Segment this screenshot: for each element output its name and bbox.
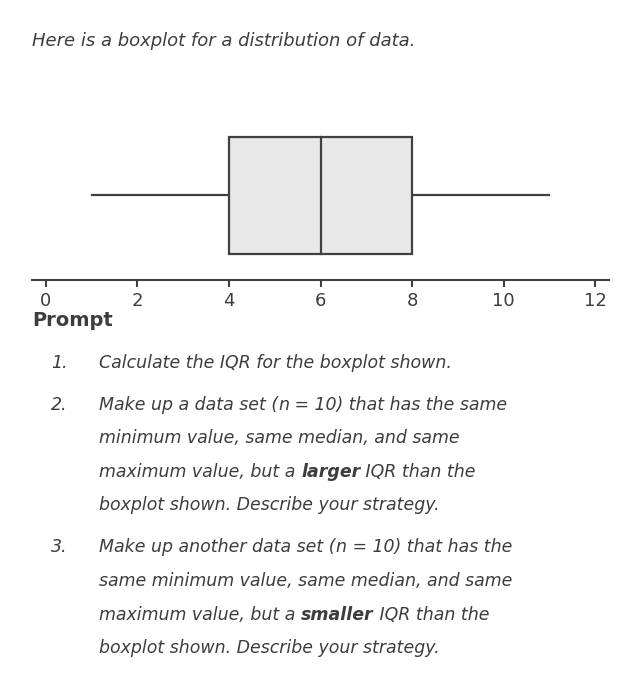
Text: larger: larger: [301, 463, 360, 481]
Text: Calculate the IQR for the boxplot shown.: Calculate the IQR for the boxplot shown.: [99, 354, 453, 372]
Text: 3.: 3.: [51, 538, 68, 557]
Text: IQR than the: IQR than the: [374, 606, 489, 624]
Text: smaller: smaller: [301, 606, 374, 624]
Text: same minimum value, same median, and same: same minimum value, same median, and sam…: [99, 572, 513, 590]
Text: Make up a data set (: Make up a data set (: [99, 395, 278, 414]
Text: Make up another data set (: Make up another data set (: [99, 538, 336, 557]
Text: 1.: 1.: [51, 354, 68, 372]
Text: minimum value, same median, and same: minimum value, same median, and same: [99, 429, 460, 447]
Text: Prompt: Prompt: [32, 312, 113, 330]
Text: n: n: [278, 395, 290, 414]
Bar: [229, 136, 412, 254]
Text: boxplot shown. Describe your strategy.: boxplot shown. Describe your strategy.: [99, 496, 440, 514]
Text: n: n: [336, 538, 347, 557]
Text: IQR than the: IQR than the: [360, 463, 476, 481]
Text: Here is a boxplot for a distribution of data.: Here is a boxplot for a distribution of …: [32, 32, 415, 50]
Text: 2.: 2.: [51, 395, 68, 414]
Text: boxplot shown. Describe your strategy.: boxplot shown. Describe your strategy.: [99, 639, 440, 657]
Text: maximum value, but a: maximum value, but a: [99, 463, 301, 481]
Text: = 10) that has the: = 10) that has the: [347, 538, 512, 557]
Text: maximum value, but a: maximum value, but a: [99, 606, 301, 624]
Text: = 10) that has the same: = 10) that has the same: [290, 395, 508, 414]
